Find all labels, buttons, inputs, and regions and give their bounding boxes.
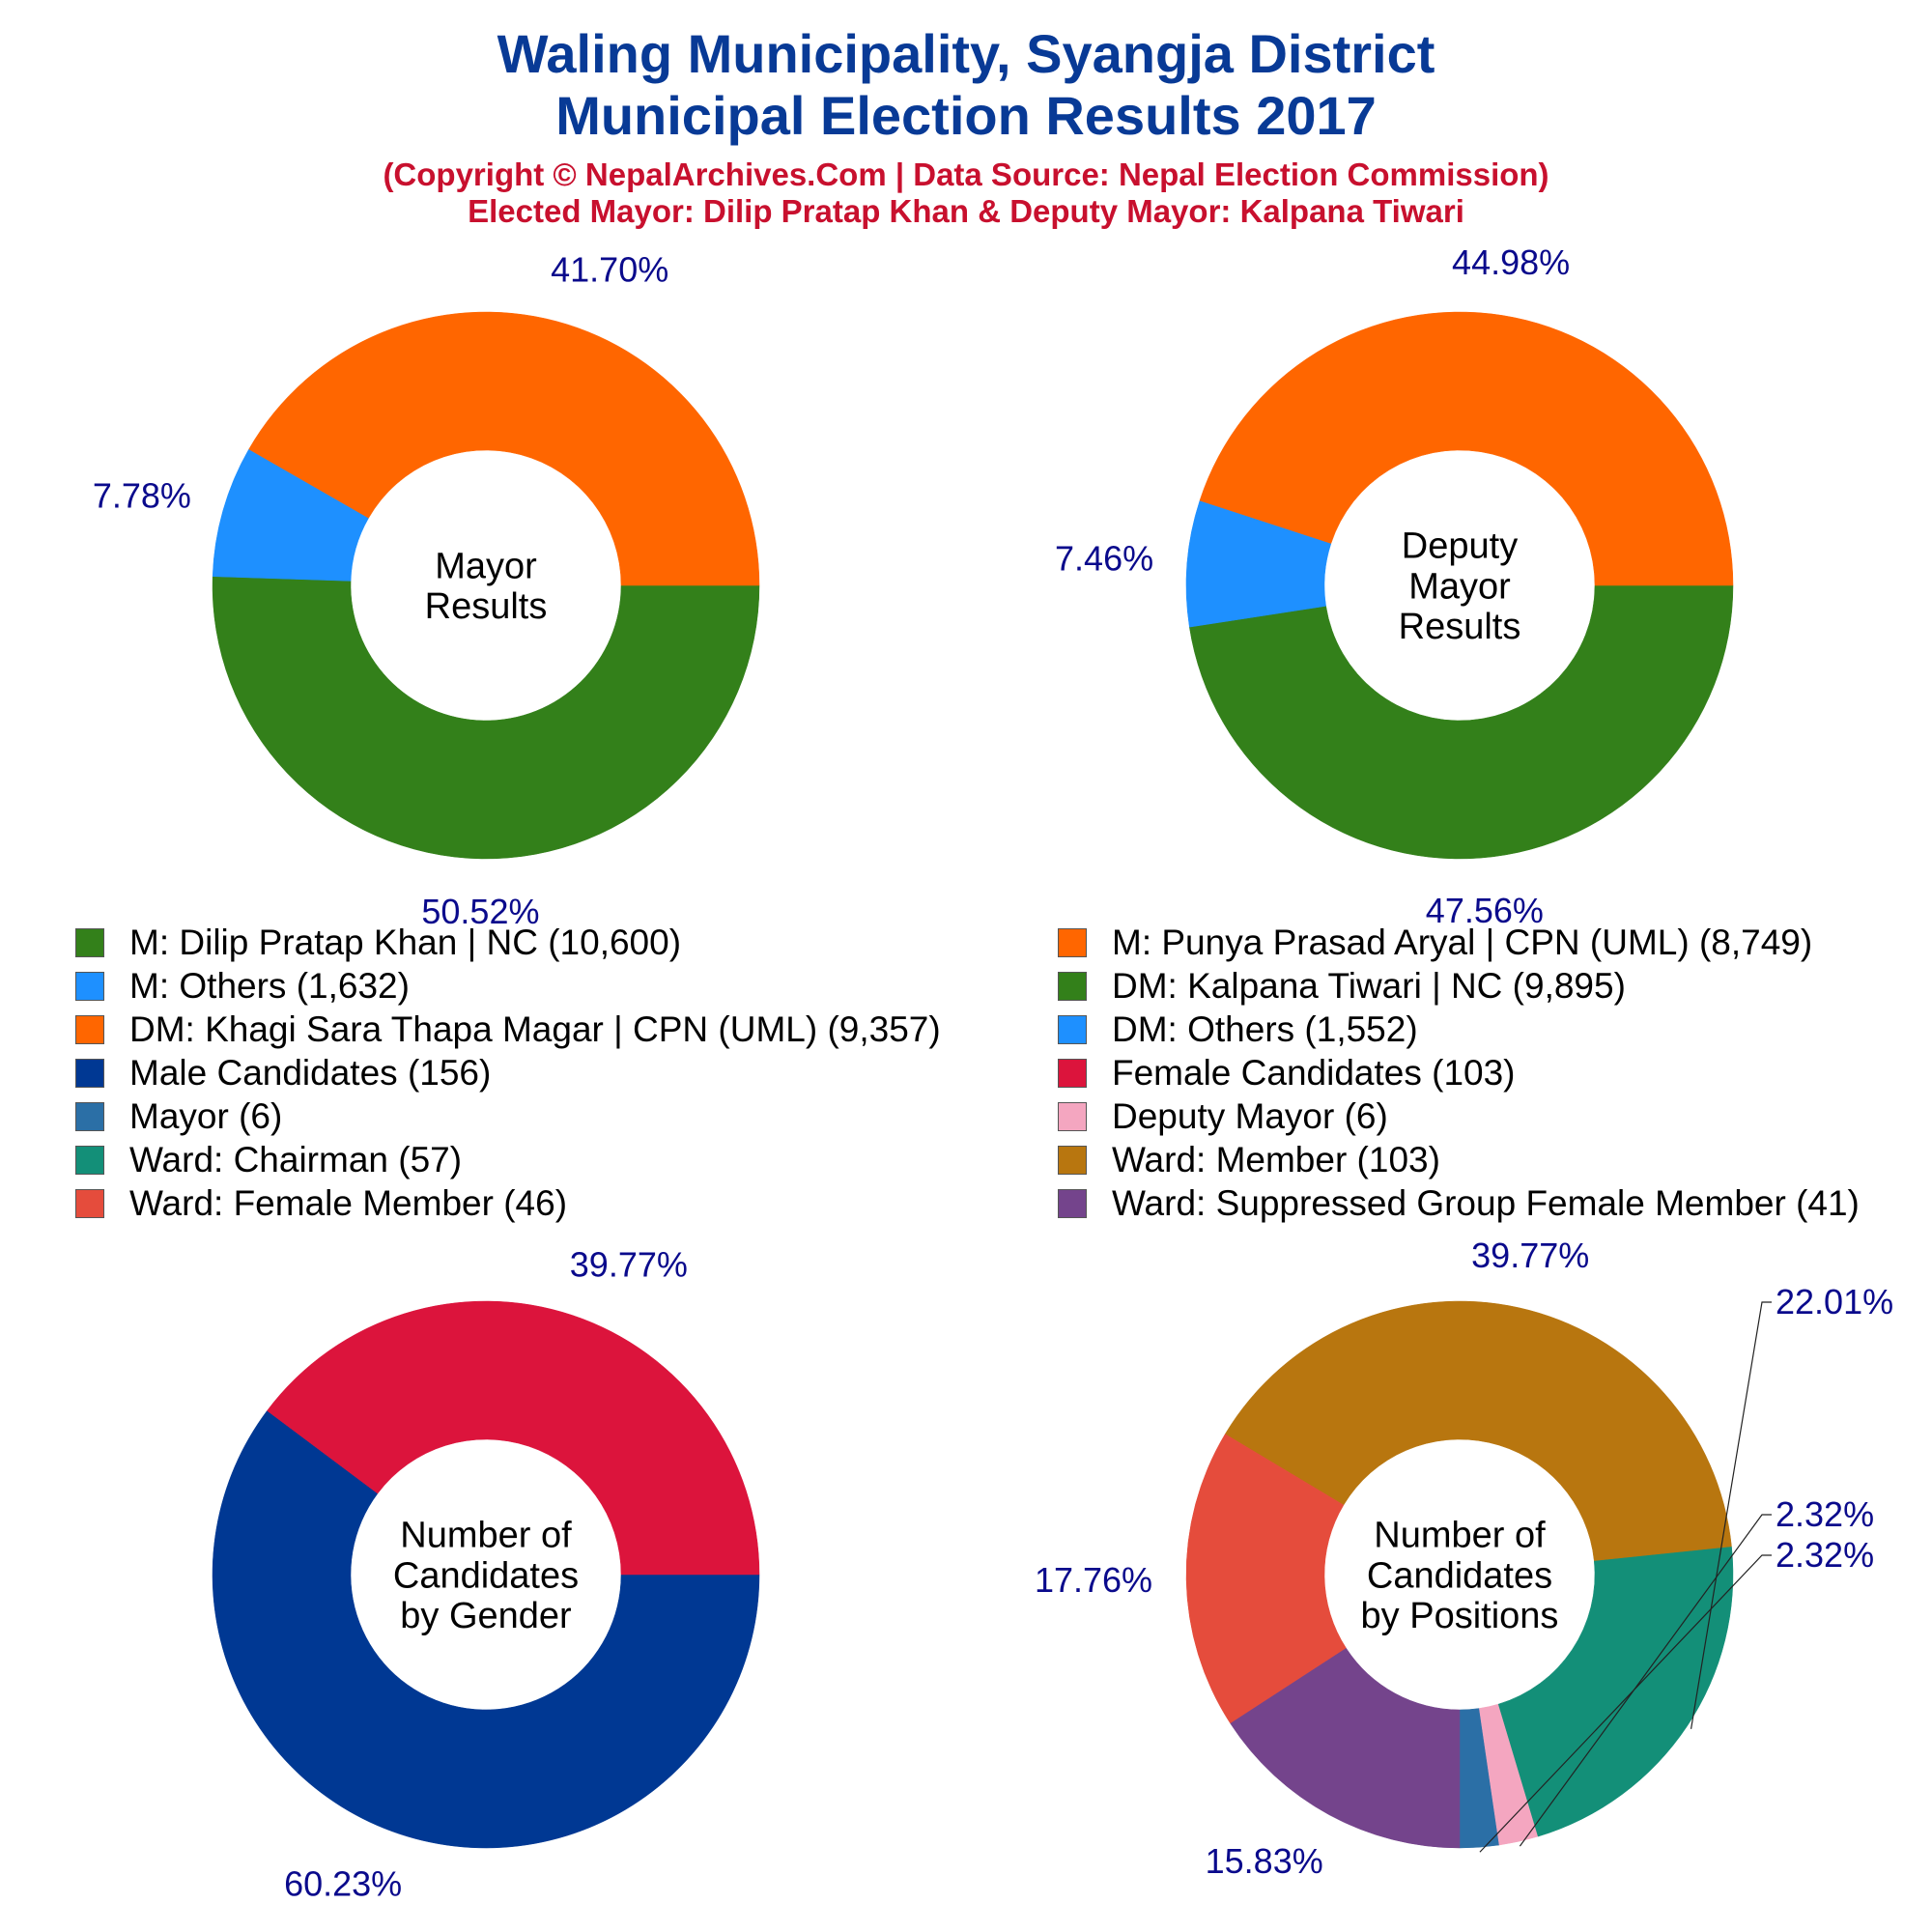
center-label: Candidates bbox=[1367, 1555, 1552, 1596]
center-label: Number of bbox=[400, 1516, 572, 1556]
pie-slice bbox=[1189, 584, 1734, 860]
chart-header: Waling Municipality, Syangja District Mu… bbox=[0, 0, 1932, 232]
percent-label: 7.78% bbox=[93, 476, 191, 516]
pie-slice bbox=[1230, 1647, 1461, 1849]
percent-label: 60.23% bbox=[284, 1864, 402, 1904]
chart-title-line-1: Waling Municipality, Syangja District bbox=[497, 23, 1435, 84]
chart-subtitle-line-1: (Copyright © NepalArchives.Com | Data So… bbox=[383, 156, 1549, 192]
leader-line bbox=[1690, 1301, 1772, 1729]
center-label: Number of bbox=[1374, 1516, 1546, 1556]
pie-slice bbox=[1199, 311, 1734, 586]
leader-line bbox=[1519, 1514, 1772, 1847]
chart-subtitle-line-2: Elected Mayor: Dilip Pratap Khan & Deput… bbox=[468, 193, 1464, 229]
center-label: Results bbox=[1399, 607, 1521, 647]
center-label: by Positions bbox=[1361, 1596, 1559, 1636]
leader-line bbox=[1479, 1554, 1772, 1853]
pie-slice bbox=[212, 1409, 760, 1849]
percent-label: 22.01% bbox=[1776, 1282, 1893, 1321]
center-label: Candidates bbox=[393, 1555, 579, 1596]
percent-label: 39.77% bbox=[1471, 1236, 1589, 1275]
pie-slice bbox=[1185, 1434, 1347, 1724]
center-label: Results bbox=[425, 586, 548, 627]
percent-label: 15.83% bbox=[1206, 1841, 1323, 1881]
percent-label: 7.46% bbox=[1055, 539, 1153, 579]
pie-slice bbox=[212, 576, 760, 860]
percent-label: 39.77% bbox=[570, 1244, 688, 1284]
percent-label: 17.76% bbox=[1035, 1560, 1152, 1600]
percent-label: 47.56% bbox=[1426, 891, 1544, 930]
percent-label: 2.32% bbox=[1776, 1494, 1874, 1534]
center-label: by Gender bbox=[400, 1596, 572, 1636]
pie-slice bbox=[1497, 1546, 1734, 1837]
percent-label: 50.52% bbox=[421, 892, 539, 931]
center-label: Mayor bbox=[1408, 566, 1511, 607]
donut-chart-4: 2.32%2.32% 22.01% 39.77% 17.76% 15.83% Number… bbox=[1035, 1236, 1893, 1881]
percent-label: 41.70% bbox=[551, 249, 668, 289]
percent-label: 44.98% bbox=[1452, 242, 1570, 282]
center-label: Mayor bbox=[435, 546, 537, 586]
percent-label: 2.32% bbox=[1776, 1535, 1874, 1575]
center-label: Deputy bbox=[1402, 526, 1518, 567]
chart-title-line-2: Municipal Election Results 2017 bbox=[555, 85, 1377, 146]
pie-slice bbox=[1224, 1300, 1732, 1561]
